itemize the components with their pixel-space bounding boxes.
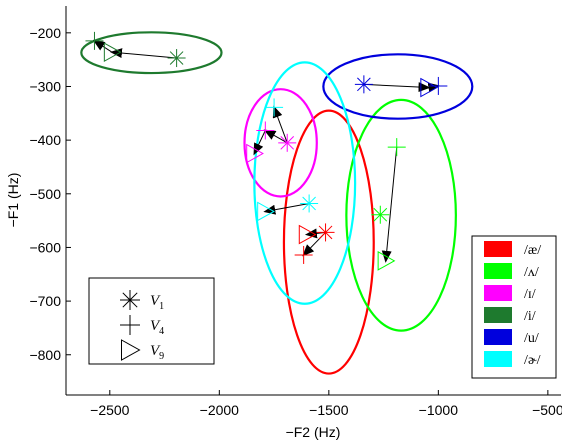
point-plus xyxy=(265,98,284,117)
x-tick-label: −500 xyxy=(532,402,562,418)
legend-color-label: /u/ xyxy=(524,331,539,346)
points xyxy=(85,31,448,271)
ellipse xyxy=(282,109,375,375)
ellipse xyxy=(253,61,357,305)
legend-swatch xyxy=(484,307,512,323)
x-tick-label: −2000 xyxy=(200,402,240,418)
arrows xyxy=(92,39,441,263)
ellipse xyxy=(243,88,318,198)
arrow xyxy=(263,129,288,144)
legend-marker-label: V1 xyxy=(150,293,164,312)
x-tick-label: −2500 xyxy=(90,402,130,418)
point-triangle xyxy=(298,224,317,245)
point-plus xyxy=(85,31,104,50)
point-triangle xyxy=(246,143,264,164)
point-asterisk xyxy=(316,223,335,242)
y-tick-label: −600 xyxy=(29,239,61,255)
arrow xyxy=(381,147,398,263)
point-asterisk xyxy=(278,133,297,152)
legend-color-label: /i/ xyxy=(524,309,536,324)
point-plus xyxy=(256,121,275,140)
ellipse xyxy=(322,53,474,120)
point-asterisk xyxy=(354,75,373,94)
legend-marker-plus xyxy=(120,315,140,335)
point-asterisk xyxy=(300,194,319,213)
arrow xyxy=(110,48,177,59)
point-plus xyxy=(294,245,313,264)
legend-swatch xyxy=(484,241,512,257)
point-triangle xyxy=(377,251,396,271)
legend-color-label: /ɚ/ xyxy=(524,353,541,368)
x-axis-title: −F2 (Hz) xyxy=(286,424,341,440)
axes: −2500 −2000 −1500 −1000 −500 −200 −300 −400 −500… xyxy=(29,6,562,418)
point-plus xyxy=(387,138,406,157)
x-tick-label: −1000 xyxy=(419,402,459,418)
ellipse xyxy=(80,31,223,75)
marker-legend-box xyxy=(88,277,215,365)
legend-color-label: /ɪ/ xyxy=(524,287,536,302)
point-triangle xyxy=(103,42,122,62)
arrow xyxy=(92,39,113,53)
y-tick-label: −700 xyxy=(29,293,61,309)
legend-marker-label: V4 xyxy=(150,318,164,337)
arrow xyxy=(272,105,288,143)
legend-marker-asterisk xyxy=(120,290,140,310)
point-triangle xyxy=(420,77,439,98)
point-triangle xyxy=(257,201,275,222)
y-tick-label: −200 xyxy=(29,25,61,41)
point-plus xyxy=(429,76,448,95)
legend-swatch xyxy=(484,285,512,301)
y-tick-label: −800 xyxy=(29,347,61,363)
legend-color-label: /æ/ xyxy=(524,243,541,258)
arrow xyxy=(263,202,310,215)
y-tick-label: −300 xyxy=(29,78,61,94)
legend-swatch xyxy=(484,329,512,345)
ellipses xyxy=(80,31,474,375)
arrow xyxy=(363,82,431,93)
y-axis-title: −F1 (Hz) xyxy=(5,173,21,228)
marker-legend: V1 V4 V9 xyxy=(88,277,215,365)
point-asterisk xyxy=(167,49,186,68)
legend-marker-label: V9 xyxy=(150,343,164,362)
x-tick-label: −1500 xyxy=(309,402,349,418)
legend-marker-triangle xyxy=(121,339,141,361)
ellipse xyxy=(345,98,457,332)
y-tick-label: −400 xyxy=(29,132,61,148)
legend-swatch xyxy=(484,351,512,367)
y-tick-label: −500 xyxy=(29,186,61,202)
legend-swatch xyxy=(484,263,512,279)
color-legend: /æ/ /ʌ/ /ɪ/ /i/ /u/ /ɚ/ xyxy=(471,235,557,379)
legend-color-label: /ʌ/ xyxy=(524,265,539,280)
point-asterisk xyxy=(371,205,390,224)
